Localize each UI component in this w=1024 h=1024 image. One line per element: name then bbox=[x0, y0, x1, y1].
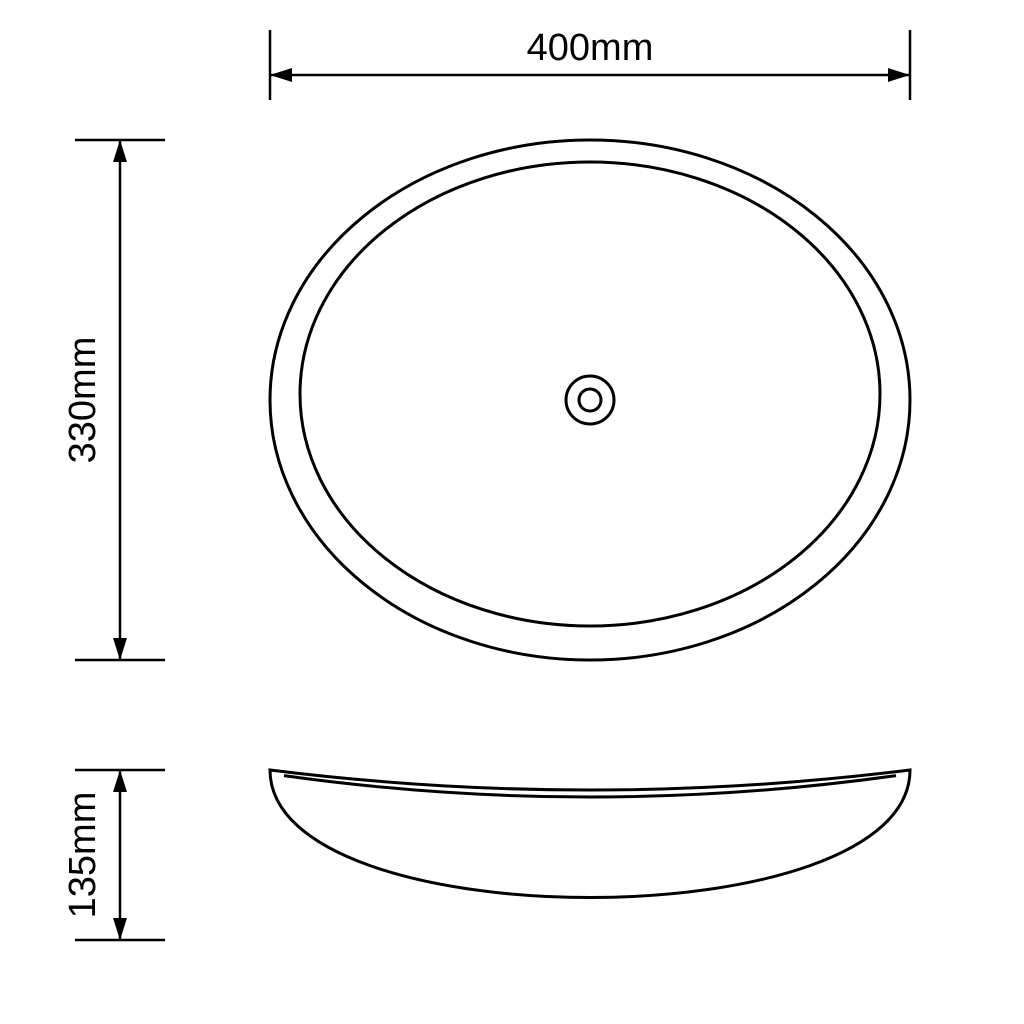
top-view bbox=[270, 140, 910, 660]
dimension-width: 400mm bbox=[270, 27, 910, 100]
dimension-depth-label: 135mm bbox=[62, 792, 104, 919]
dimension-depth: 135mm bbox=[62, 770, 165, 940]
dimension-height: 330mm bbox=[62, 140, 165, 660]
basin-inner-rim bbox=[300, 162, 880, 626]
drain-inner bbox=[579, 389, 601, 411]
side-view bbox=[270, 770, 910, 898]
dimension-width-label: 400mm bbox=[527, 27, 654, 69]
bowl-inner-lip bbox=[284, 776, 896, 797]
bowl-outer-profile bbox=[270, 770, 910, 898]
drain-outer bbox=[566, 376, 614, 424]
basin-outer-rim bbox=[270, 140, 910, 660]
dimension-height-label: 330mm bbox=[62, 337, 104, 464]
